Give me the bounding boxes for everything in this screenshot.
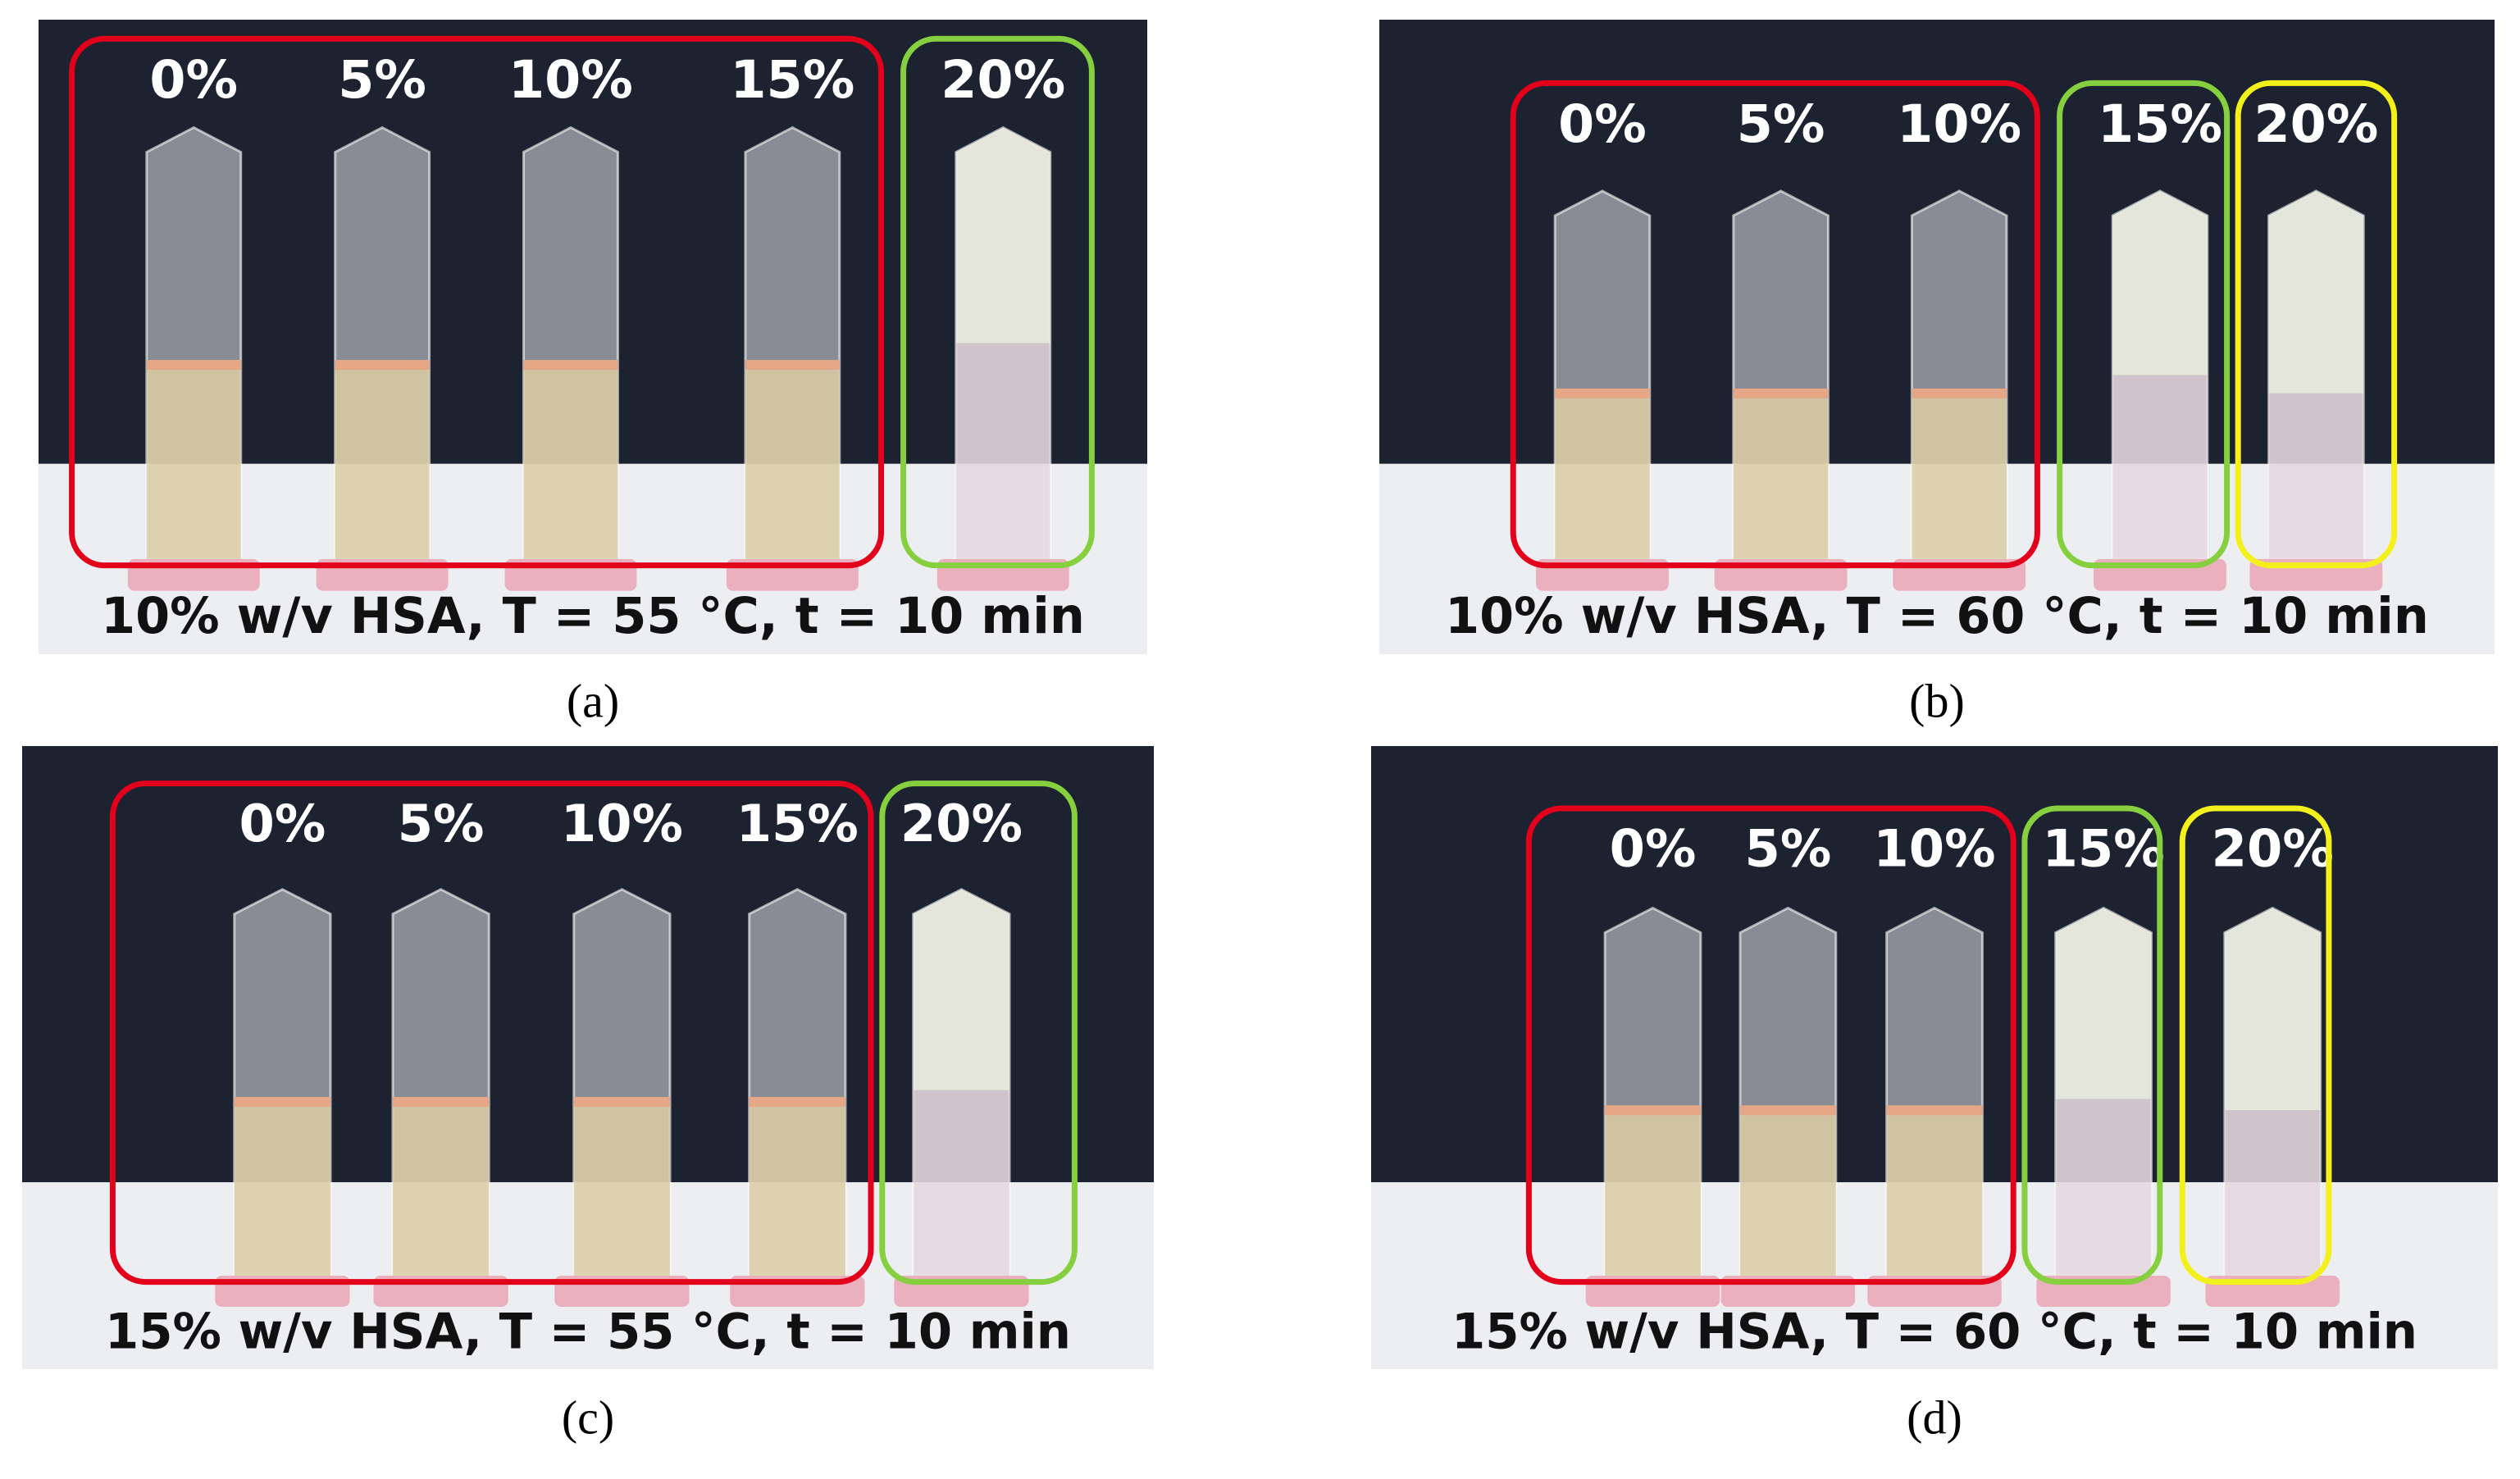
gel (2224, 908, 2321, 1111)
tube-label: 5% (338, 49, 426, 110)
meniscus (146, 360, 241, 371)
meniscus (1739, 1105, 1836, 1116)
liquid (335, 365, 430, 559)
group-box (109, 780, 874, 1286)
meniscus (1886, 1105, 1983, 1116)
gel (955, 127, 1050, 344)
caption: 15% w/v HSA, T = 60 °C, t = 10 min (1451, 1303, 2417, 1359)
tube-label: 20% (900, 794, 1023, 853)
tube-label: 15% (736, 794, 859, 853)
group-box (2057, 80, 2231, 569)
liquid (2055, 1099, 2152, 1276)
panel-tag: (d) (1907, 1390, 1962, 1444)
liquid (573, 1101, 671, 1276)
liquid (2268, 393, 2364, 559)
meniscus (335, 360, 430, 371)
panel: 0% 5% 10% 15% 20% 15% w/v HSA, T = 55 °C, t =… (22, 746, 1154, 1369)
group-box (900, 35, 1095, 569)
tube-label: 5% (1744, 818, 1831, 878)
gel (913, 889, 1010, 1090)
tube-label: 0% (239, 794, 326, 853)
panel-tag: (a) (567, 674, 619, 727)
meniscus (392, 1096, 490, 1107)
meniscus (749, 1096, 845, 1107)
liquid (1605, 1110, 1701, 1276)
group-box (879, 780, 1078, 1286)
meniscus (234, 1096, 331, 1107)
meniscus (1912, 388, 2007, 398)
group-box (69, 35, 885, 569)
caption: 15% w/v HSA, T = 55 °C, t = 10 min (105, 1303, 1071, 1359)
tube-label: 15% (2098, 93, 2222, 154)
caption: 10% w/v HSA, T = 55 °C, t = 10 min (101, 588, 1085, 645)
tube-label: 0% (1558, 93, 1647, 154)
group-box (2235, 80, 2398, 569)
liquid (1555, 393, 1650, 559)
tube-label: 20% (2212, 818, 2334, 878)
tube-label: 20% (941, 49, 1065, 110)
meniscus (1733, 388, 1829, 398)
tube-label: 15% (730, 49, 854, 110)
panel: 0% 5% 10% 15% 20% 15% w/v HSA, T = 60 °C, t =… (1371, 746, 2498, 1369)
group-box (1510, 80, 2040, 569)
panel-tag: (c) (562, 1390, 614, 1444)
tube-label: 0% (1610, 818, 1697, 878)
meniscus (1605, 1105, 1701, 1116)
tube-label: 10% (561, 794, 683, 853)
tube-label: 20% (2253, 93, 2378, 154)
liquid (2112, 375, 2208, 559)
tube-label: 0% (149, 49, 238, 110)
liquid (913, 1090, 1010, 1276)
liquid (523, 365, 618, 559)
group-box (2179, 805, 2332, 1286)
liquid (2224, 1110, 2321, 1276)
tube-label: 10% (1873, 818, 1995, 878)
liquid (955, 343, 1050, 559)
tube-label: 5% (1737, 93, 1825, 154)
meniscus (523, 360, 618, 371)
liquid (1912, 393, 2007, 559)
panel: 0% 5% 10% 15% 20% 10% w/v HSA, T = 55 °C, t =… (39, 20, 1147, 654)
gel (2055, 908, 2152, 1099)
liquid (745, 365, 840, 559)
group-box (2021, 805, 2163, 1286)
liquid (234, 1101, 331, 1276)
liquid (1886, 1110, 1983, 1276)
meniscus (745, 360, 840, 371)
meniscus (573, 1096, 671, 1107)
tube-label: 5% (398, 794, 485, 853)
gel (2268, 190, 2364, 394)
liquid (749, 1101, 845, 1276)
liquid (1733, 393, 1829, 559)
caption: 10% w/v HSA, T = 60 °C, t = 10 min (1445, 588, 2429, 645)
meniscus (1555, 388, 1650, 398)
liquid (146, 365, 241, 559)
gel (2112, 190, 2208, 375)
liquid (1739, 1110, 1836, 1276)
tube-label: 10% (508, 49, 633, 110)
panel: 0% 5% 10% 15% 20% 10% w/v HSA, T = 60 °C, t =… (1379, 20, 2495, 654)
tube-label: 15% (2043, 818, 2165, 878)
liquid (392, 1101, 490, 1276)
tube-label: 10% (1897, 93, 2021, 154)
panel-tag: (b) (1909, 674, 1965, 727)
group-box (1525, 805, 2016, 1286)
